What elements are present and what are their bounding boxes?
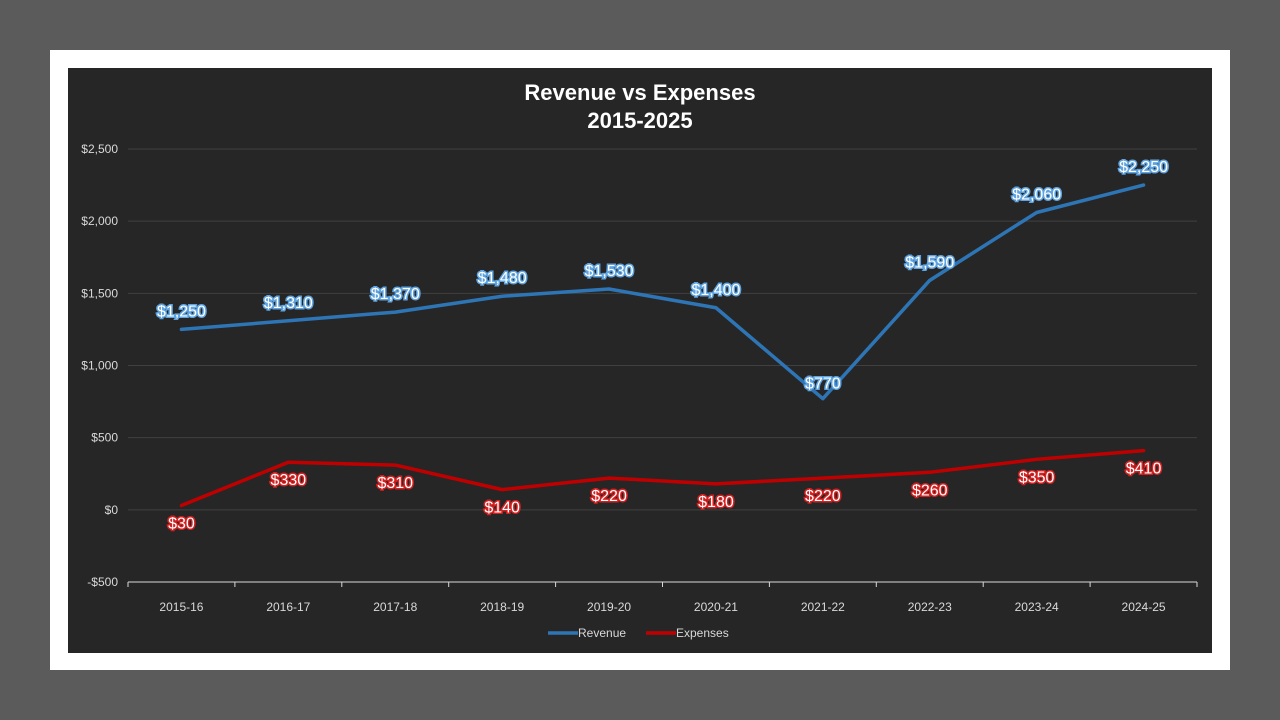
y-tick-label: $1,500	[81, 286, 118, 300]
data-label-expenses: $330	[271, 472, 307, 489]
data-label-revenue: $1,310	[264, 295, 313, 312]
line-chart: Revenue vs Expenses 2015-2025 -$500 $0 $50…	[81, 80, 1198, 640]
x-tick-label: 2019-20	[587, 600, 631, 614]
x-tick-label: 2015-16	[159, 600, 203, 614]
legend-label-revenue: Revenue	[578, 626, 626, 640]
chart-title: Revenue vs Expenses	[524, 80, 755, 105]
data-label-revenue: $770	[805, 376, 841, 393]
x-tick-label: 2021-22	[801, 600, 845, 614]
data-label-expenses: $220	[805, 488, 841, 505]
data-label-expenses: $180	[698, 494, 734, 511]
y-tick-label: $2,500	[81, 142, 118, 156]
series-layer	[179, 183, 1146, 508]
axis-layer: -$500 $0 $500 $1,000 $1,500 $2,000 $2,500 2015-…	[81, 142, 1198, 614]
data-label-expenses: $30	[168, 516, 195, 533]
data-label-expenses: $350	[1019, 469, 1055, 486]
series-line-revenue	[179, 183, 1146, 401]
data-label-revenue: $1,530	[585, 263, 634, 280]
x-tick-label: 2016-17	[266, 600, 310, 614]
grid-layer	[128, 148, 1197, 511]
data-label-revenue: $1,370	[371, 286, 420, 303]
data-label-expenses: $220	[591, 488, 627, 505]
data-label-revenue: $2,060	[1012, 187, 1061, 204]
x-tick-label: 2017-18	[373, 600, 417, 614]
chart-subtitle: 2015-2025	[587, 108, 692, 133]
data-label-layer: $1,250 $1,310 $1,370 $1,480 $1,530 $1,400 $770…	[155, 158, 1169, 534]
data-label-revenue: $1,250	[157, 303, 206, 320]
data-label-revenue: $1,400	[691, 282, 740, 299]
y-tick-label: $0	[105, 503, 119, 517]
data-label-revenue: $1,590	[905, 254, 954, 271]
chart-frame: Revenue vs Expenses 2015-2025 -$500 $0 $50…	[50, 50, 1230, 670]
x-tick-label: 2020-21	[694, 600, 738, 614]
data-label-expenses: $410	[1126, 461, 1162, 478]
data-label-revenue: $1,480	[478, 270, 527, 287]
x-tick-label: 2018-19	[480, 600, 524, 614]
data-label-revenue: $2,250	[1119, 159, 1168, 176]
data-label-expenses: $140	[484, 500, 520, 517]
series-line-expenses	[179, 448, 1146, 508]
y-tick-label: $500	[91, 431, 118, 445]
data-label-expenses: $310	[377, 475, 413, 492]
y-tick-label: $1,000	[81, 359, 118, 373]
y-tick-label: $2,000	[81, 214, 118, 228]
legend: Revenue Expenses	[548, 626, 729, 640]
legend-label-expenses: Expenses	[676, 626, 729, 640]
x-tick-label: 2022-23	[908, 600, 952, 614]
x-tick-label: 2024-25	[1122, 600, 1166, 614]
data-label-expenses: $260	[912, 482, 948, 499]
chart-area: Revenue vs Expenses 2015-2025 -$500 $0 $50…	[68, 68, 1212, 653]
x-tick-label: 2023-24	[1015, 600, 1059, 614]
y-tick-label: -$500	[87, 575, 118, 589]
